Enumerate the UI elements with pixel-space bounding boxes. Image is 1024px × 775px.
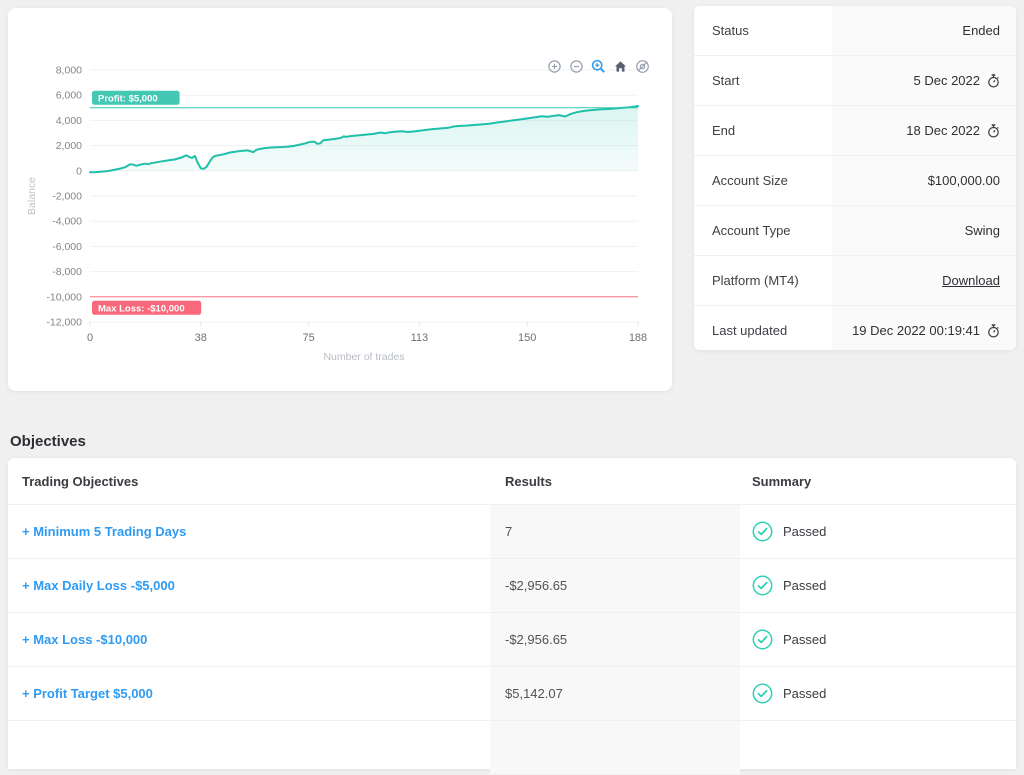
annotation-label: Max Loss: -$10,000 <box>98 303 185 314</box>
col-trading-objectives: Trading Objectives <box>22 473 139 489</box>
y-tick-label: -8,000 <box>52 266 82 278</box>
objective-link-profit-target[interactable]: + Profit Target $5,000 <box>22 686 153 701</box>
status-value: Ended <box>962 23 1000 38</box>
y-tick-label: -10,000 <box>46 291 82 303</box>
balance-chart-card: 8,000 6,000 4,000 2,000 0 -2,000 -4,000 -6,000 -… <box>8 8 672 391</box>
y-tick-label: 6,000 <box>56 90 82 102</box>
y-tick-label: 8,000 <box>56 65 82 77</box>
platform-label: Platform (MT4) <box>694 256 832 305</box>
status-badge: Passed <box>783 578 827 593</box>
x-tick-label: 150 <box>518 332 536 344</box>
annotation-badge <box>92 300 202 315</box>
info-row-end: End 18 Dec 2022 <box>694 106 1016 156</box>
status-badge: Passed <box>783 524 827 539</box>
status-badge: Passed <box>783 632 827 647</box>
passed-check-icon <box>752 521 773 542</box>
info-row-account-size: Account Size $100,000.00 <box>694 156 1016 206</box>
zoom-out-icon[interactable] <box>568 58 584 74</box>
x-tick-label: 0 <box>87 332 93 344</box>
status-label: Status <box>694 6 832 55</box>
objectives-heading: Objectives <box>10 433 86 450</box>
objectives-table: Trading Objectives Results Summary + Min… <box>8 458 1016 775</box>
y-tick-label: 2,000 <box>56 140 82 152</box>
series-line <box>89 105 639 174</box>
y-tick-label: -4,000 <box>52 216 82 228</box>
y-tick-label: 0 <box>76 165 82 177</box>
timer-icon <box>987 324 1000 338</box>
info-row-last-updated: Last updated 19 Dec 2022 00:19:41 <box>694 306 1016 350</box>
table-row: + Max Daily Loss -$5,000 -$2,956.65 Pass… <box>8 559 1016 613</box>
passed-check-icon <box>752 629 773 650</box>
passed-check-icon <box>752 575 773 596</box>
account-type-value: Swing <box>964 223 1000 238</box>
table-row: + Minimum 5 Trading Days 7 Passed <box>8 505 1016 559</box>
annotation-label: Profit: $5,000 <box>98 93 158 104</box>
balance-area-chart[interactable]: 8,000 6,000 4,000 2,000 0 -2,000 -4,000 -6,000 -… <box>8 8 672 391</box>
selection-zoom-icon[interactable] <box>590 58 606 74</box>
x-tick-label: 113 <box>411 332 429 344</box>
home-icon[interactable] <box>612 58 628 74</box>
info-row-platform: Platform (MT4) Download <box>694 256 1016 306</box>
last-updated-value: 19 Dec 2022 00:19:41 <box>852 323 980 338</box>
objective-link-max-loss[interactable]: + Max Loss -$10,000 <box>22 632 148 647</box>
result-value: -$2,956.65 <box>505 632 568 647</box>
y-tick-label: -12,000 <box>46 317 82 329</box>
x-axis-title: Number of trades <box>323 351 404 363</box>
info-row-status: Status Ended <box>694 6 1016 56</box>
annotation-badge <box>92 90 180 105</box>
last-updated-label: Last updated <box>694 306 832 350</box>
end-value: 18 Dec 2022 <box>906 123 980 138</box>
account-size-label: Account Size <box>694 156 832 205</box>
table-row-cutoff <box>8 721 1016 775</box>
y-tick-label: -6,000 <box>52 241 82 253</box>
y-tick-label: -2,000 <box>52 191 82 203</box>
info-row-start: Start 5 Dec 2022 <box>694 56 1016 106</box>
x-tick-label: 38 <box>195 332 207 344</box>
result-value: 7 <box>505 524 513 539</box>
col-results: Results <box>505 473 552 489</box>
account-type-label: Account Type <box>694 206 832 255</box>
timer-icon <box>987 74 1000 88</box>
table-row: + Profit Target $5,000 $5,142.07 Passed <box>8 667 1016 721</box>
objective-link-max-daily-loss[interactable]: + Max Daily Loss -$5,000 <box>22 578 175 593</box>
timer-icon <box>987 124 1000 138</box>
x-tick-label: 75 <box>302 332 314 344</box>
status-badge: Passed <box>783 686 827 701</box>
eye-off-icon[interactable] <box>634 58 650 74</box>
passed-check-icon <box>752 683 773 704</box>
account-size-value: $100,000.00 <box>927 173 1000 188</box>
info-row-account-type: Account Type Swing <box>694 206 1016 256</box>
x-tick-label: 188 <box>629 332 647 344</box>
objectives-header-row: Trading Objectives Results Summary <box>8 458 1016 505</box>
y-axis-title: Balance <box>26 177 38 215</box>
end-label: End <box>694 106 832 155</box>
challenge-info-panel: Status Ended Start 5 Dec 2022 End 18 Dec… <box>694 6 1016 350</box>
start-label: Start <box>694 56 832 105</box>
result-value: -$2,956.65 <box>505 578 568 593</box>
chart-toolbar <box>546 58 650 74</box>
col-summary: Summary <box>752 473 812 489</box>
objective-link-min-trading-days[interactable]: + Minimum 5 Trading Days <box>22 524 187 539</box>
zoom-in-icon[interactable] <box>546 58 562 74</box>
start-value: 5 Dec 2022 <box>913 73 981 88</box>
y-tick-label: 4,000 <box>56 115 82 127</box>
result-value: $5,142.07 <box>505 686 563 701</box>
table-row: + Max Loss -$10,000 -$2,956.65 Passed <box>8 613 1016 667</box>
download-link[interactable]: Download <box>942 273 1000 288</box>
